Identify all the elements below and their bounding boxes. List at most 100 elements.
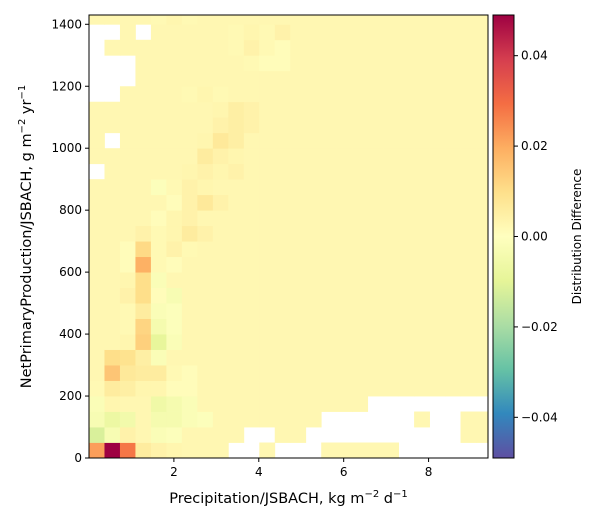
heatmap-cell	[460, 287, 477, 304]
heatmap-cell	[150, 117, 167, 134]
heatmap-cell	[321, 272, 338, 289]
heatmap-cell	[259, 24, 276, 41]
heatmap-cell	[367, 101, 384, 118]
heatmap-cell	[398, 117, 415, 134]
heatmap-cell	[274, 24, 291, 41]
heatmap-cell	[367, 15, 384, 25]
heatmap-cell	[305, 303, 322, 319]
heatmap-cell	[150, 148, 167, 165]
heatmap-cell	[367, 349, 384, 366]
heatmap-cell	[383, 210, 400, 227]
heatmap-cell	[445, 349, 461, 366]
heatmap-cell	[398, 39, 415, 56]
heatmap-cell	[181, 194, 198, 211]
heatmap-cell	[274, 334, 291, 350]
heatmap-cell	[181, 70, 198, 87]
heatmap-cell	[104, 272, 121, 289]
y-tick-label: 1400	[51, 17, 82, 31]
heatmap-cell	[352, 24, 369, 41]
heatmap-cell	[429, 148, 446, 165]
heatmap-cell	[290, 86, 307, 103]
heatmap-cell	[429, 163, 446, 180]
heatmap-cell	[290, 318, 307, 335]
heatmap-cell	[228, 318, 245, 335]
heatmap-cell	[135, 210, 152, 227]
heatmap-cell	[135, 256, 152, 273]
heatmap-cell	[321, 318, 338, 335]
heatmap-cell	[135, 55, 152, 72]
heatmap-cell	[336, 194, 353, 211]
heatmap-cell	[259, 210, 276, 227]
heatmap-cell	[181, 396, 198, 412]
heatmap-cell	[89, 396, 105, 412]
heatmap-cell	[104, 287, 121, 304]
heatmap-cell	[367, 318, 384, 335]
heatmap-cell	[352, 210, 369, 227]
heatmap-cell	[166, 303, 183, 319]
heatmap-cell	[119, 287, 136, 304]
heatmap-cell	[305, 148, 322, 165]
heatmap-cell	[414, 365, 430, 381]
heatmap-cell	[321, 163, 338, 180]
heatmap-cell	[290, 334, 307, 350]
heatmap-cell	[336, 396, 353, 412]
heatmap-cell	[476, 24, 489, 41]
heatmap-cell	[104, 334, 121, 350]
heatmap-cell	[321, 225, 338, 242]
colorbar-tick-label: 0.02	[521, 139, 548, 153]
heatmap-cell	[243, 318, 260, 335]
heatmap-cell	[460, 163, 477, 180]
heatmap-cell	[290, 225, 307, 242]
heatmap-cell	[383, 101, 400, 118]
heatmap-cell	[414, 148, 430, 165]
heatmap-cell	[259, 86, 276, 103]
heatmap-cell	[336, 15, 353, 25]
heatmap-cell	[445, 287, 461, 304]
heatmap-cell	[181, 334, 198, 350]
heatmap-cell	[460, 349, 477, 366]
heatmap-cell	[429, 225, 446, 242]
heatmap-cell	[119, 256, 136, 273]
heatmap-cell	[150, 272, 167, 289]
heatmap-cell	[166, 225, 183, 242]
heatmap-cell	[197, 15, 214, 25]
heatmap-cell	[414, 15, 430, 25]
heatmap-cell	[414, 55, 430, 72]
heatmap-cell	[290, 39, 307, 56]
heatmap-cell	[352, 39, 369, 56]
heatmap-cell	[445, 86, 461, 103]
y-axis-label: NetPrimaryProduction/JSBACH, g m−2 yr−1	[17, 85, 35, 388]
heatmap-cell	[274, 318, 291, 335]
heatmap-cell	[414, 272, 430, 289]
heatmap-cell	[150, 380, 167, 397]
heatmap-cell	[336, 24, 353, 41]
heatmap-cell	[150, 241, 167, 258]
heatmap-cell	[445, 334, 461, 350]
heatmap-cell	[181, 15, 198, 25]
heatmap-cell	[336, 86, 353, 103]
heatmap-cell	[166, 349, 183, 366]
heatmap-cell	[383, 39, 400, 56]
heatmap-cell	[228, 365, 245, 381]
heatmap-cell	[290, 179, 307, 196]
heatmap-cell	[181, 148, 198, 165]
heatmap-cell	[212, 318, 229, 335]
heatmap-cell	[476, 132, 489, 149]
heatmap-cell	[321, 241, 338, 258]
heatmap-cell	[352, 55, 369, 72]
heatmap-cell	[243, 272, 260, 289]
heatmap-cell	[429, 86, 446, 103]
heatmap-cell	[398, 380, 415, 397]
heatmap-cell	[414, 163, 430, 180]
heatmap-cell	[135, 427, 152, 443]
heatmap-cell	[135, 380, 152, 397]
heatmap-cell	[476, 303, 489, 319]
heatmap-cell	[197, 86, 214, 103]
heatmap-cell	[414, 225, 430, 242]
heatmap-cell	[274, 179, 291, 196]
y-tick-label: 0	[74, 451, 82, 465]
heatmap-cell	[104, 380, 121, 397]
heatmap-cell	[321, 86, 338, 103]
heatmap-cell	[398, 86, 415, 103]
heatmap-cell	[181, 55, 198, 72]
